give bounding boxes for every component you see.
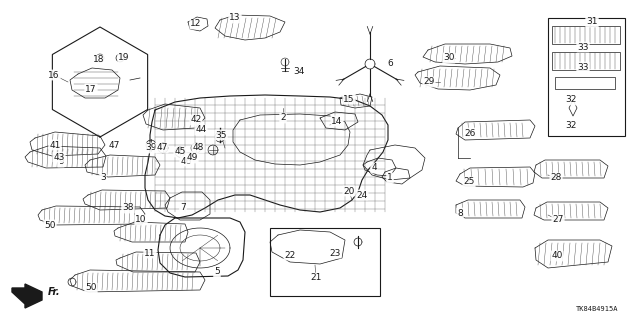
Text: 6: 6 xyxy=(387,60,393,68)
Text: 33: 33 xyxy=(577,43,589,52)
Bar xyxy=(555,77,615,89)
Text: 50: 50 xyxy=(85,284,97,292)
Text: 9: 9 xyxy=(58,157,64,166)
Text: 39: 39 xyxy=(145,143,157,153)
Text: 47: 47 xyxy=(156,143,168,153)
Text: 44: 44 xyxy=(195,125,207,134)
Text: 23: 23 xyxy=(330,249,340,258)
Text: 33: 33 xyxy=(577,62,589,71)
Text: 25: 25 xyxy=(463,178,475,187)
Text: 32: 32 xyxy=(565,121,577,130)
Text: 40: 40 xyxy=(551,252,563,260)
Text: 28: 28 xyxy=(550,173,562,182)
Text: 47: 47 xyxy=(108,141,120,150)
Text: 2: 2 xyxy=(280,114,286,123)
Text: 7: 7 xyxy=(180,204,186,212)
Text: 10: 10 xyxy=(135,215,147,225)
Text: 35: 35 xyxy=(215,131,227,140)
Text: 24: 24 xyxy=(356,190,367,199)
Text: 49: 49 xyxy=(186,154,198,163)
Text: 4: 4 xyxy=(371,164,377,172)
Text: 21: 21 xyxy=(310,274,322,283)
Text: 26: 26 xyxy=(464,129,476,138)
Text: 5: 5 xyxy=(214,268,220,276)
Text: TK84B4915A: TK84B4915A xyxy=(575,306,618,312)
Bar xyxy=(270,228,380,296)
Text: 11: 11 xyxy=(144,249,156,258)
Text: 27: 27 xyxy=(552,215,564,225)
Text: 3: 3 xyxy=(100,173,106,182)
Bar xyxy=(548,18,625,136)
Text: 29: 29 xyxy=(423,77,435,86)
Text: 31: 31 xyxy=(586,18,598,27)
Text: 12: 12 xyxy=(190,20,202,28)
Text: 13: 13 xyxy=(229,13,241,22)
Text: 30: 30 xyxy=(444,53,455,62)
Bar xyxy=(552,26,620,44)
Text: 48: 48 xyxy=(192,143,204,153)
Text: 20: 20 xyxy=(343,187,355,196)
Text: 38: 38 xyxy=(122,204,134,212)
Text: 34: 34 xyxy=(293,68,305,76)
Text: 8: 8 xyxy=(457,209,463,218)
Text: 43: 43 xyxy=(53,153,65,162)
Text: 22: 22 xyxy=(284,251,296,260)
Polygon shape xyxy=(12,284,42,308)
Text: 14: 14 xyxy=(332,116,342,125)
Text: 16: 16 xyxy=(48,70,60,79)
Text: 41: 41 xyxy=(49,140,61,149)
Text: 15: 15 xyxy=(343,94,355,103)
Text: 50: 50 xyxy=(44,220,56,229)
Text: 19: 19 xyxy=(118,53,130,62)
Bar xyxy=(552,52,620,70)
Text: 17: 17 xyxy=(85,84,97,93)
Text: 45: 45 xyxy=(174,148,186,156)
Text: 42: 42 xyxy=(190,116,202,124)
Text: 46: 46 xyxy=(180,156,192,165)
Text: 32: 32 xyxy=(565,95,577,105)
Text: 1: 1 xyxy=(387,173,393,182)
Text: Fr.: Fr. xyxy=(48,287,61,297)
Text: 18: 18 xyxy=(93,55,105,65)
